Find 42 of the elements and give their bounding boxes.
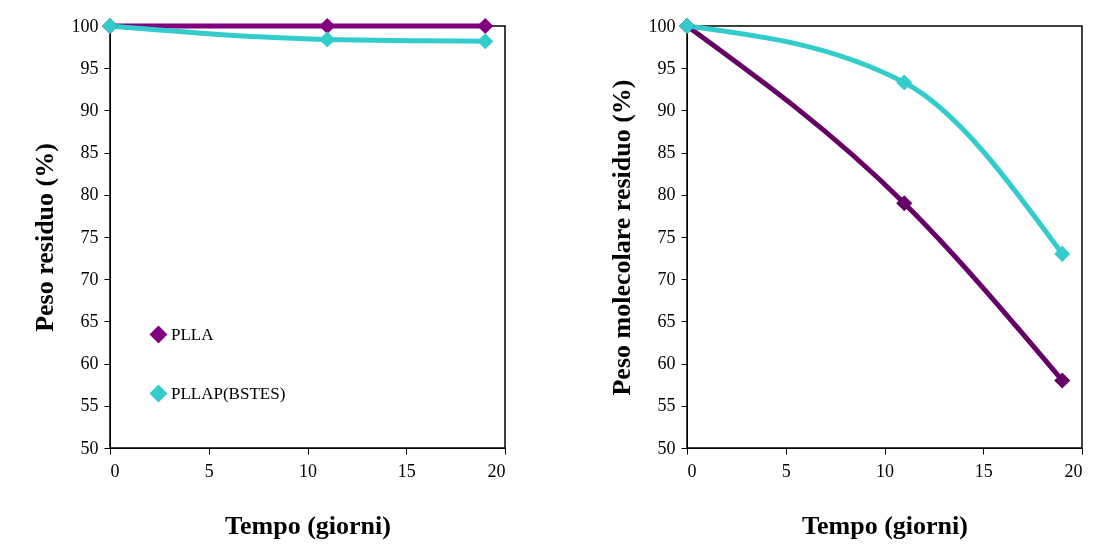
y-tick-label: 70 <box>657 268 676 289</box>
point <box>1054 372 1071 389</box>
y-tick-label: 50 <box>80 437 99 458</box>
y-tick-label: 80 <box>657 184 676 205</box>
y-tick-label: 85 <box>657 142 676 163</box>
x-tick-label: 5 <box>204 460 214 481</box>
x-tick-label: 0 <box>110 460 120 481</box>
x-tick-label: 5 <box>781 460 791 481</box>
y-tick-label: 65 <box>657 310 676 331</box>
x-tick-label: 15 <box>397 460 416 481</box>
x-axis-title: Tempo (giorni) <box>802 510 968 540</box>
x-axis-title: Tempo (giorni) <box>225 510 391 540</box>
y-tick-label: 65 <box>80 310 99 331</box>
y-tick-label: 55 <box>80 395 99 416</box>
legend-label: PLLA <box>171 324 215 344</box>
y-tick-label: 50 <box>657 437 676 458</box>
y-tick-label: 95 <box>80 57 99 78</box>
x-tick-label: 20 <box>487 460 506 481</box>
y-tick-label: 75 <box>80 226 99 247</box>
y-axis-title: Peso residuo (%) <box>29 143 59 332</box>
y-axis-title: Peso molecolare residuo (%) <box>606 79 636 396</box>
y-tick-label: 60 <box>657 353 676 374</box>
x-tick-label: 0 <box>687 460 697 481</box>
y-tick-label: 85 <box>80 142 99 163</box>
x-tick-label: 10 <box>299 460 317 481</box>
y-tick-label: 75 <box>657 226 676 247</box>
point <box>896 195 913 212</box>
y-tick-label: 80 <box>80 184 99 205</box>
y-tick-label: 55 <box>657 395 676 416</box>
y-tick-label: 95 <box>657 57 676 78</box>
x-tick-label: 10 <box>876 460 894 481</box>
point <box>896 74 913 91</box>
x-tick-label: 20 <box>1064 460 1083 481</box>
point <box>1054 245 1071 262</box>
legend-label: PLLAP(BSTES) <box>171 383 286 403</box>
y-tick-label: 90 <box>80 99 99 120</box>
y-tick-label: 60 <box>80 353 99 374</box>
y-tick-label: 100 <box>71 15 99 36</box>
x-tick-label: 15 <box>974 460 993 481</box>
y-tick-label: 90 <box>657 99 676 120</box>
y-tick-label: 100 <box>648 15 676 36</box>
y-tick-label: 70 <box>80 268 99 289</box>
